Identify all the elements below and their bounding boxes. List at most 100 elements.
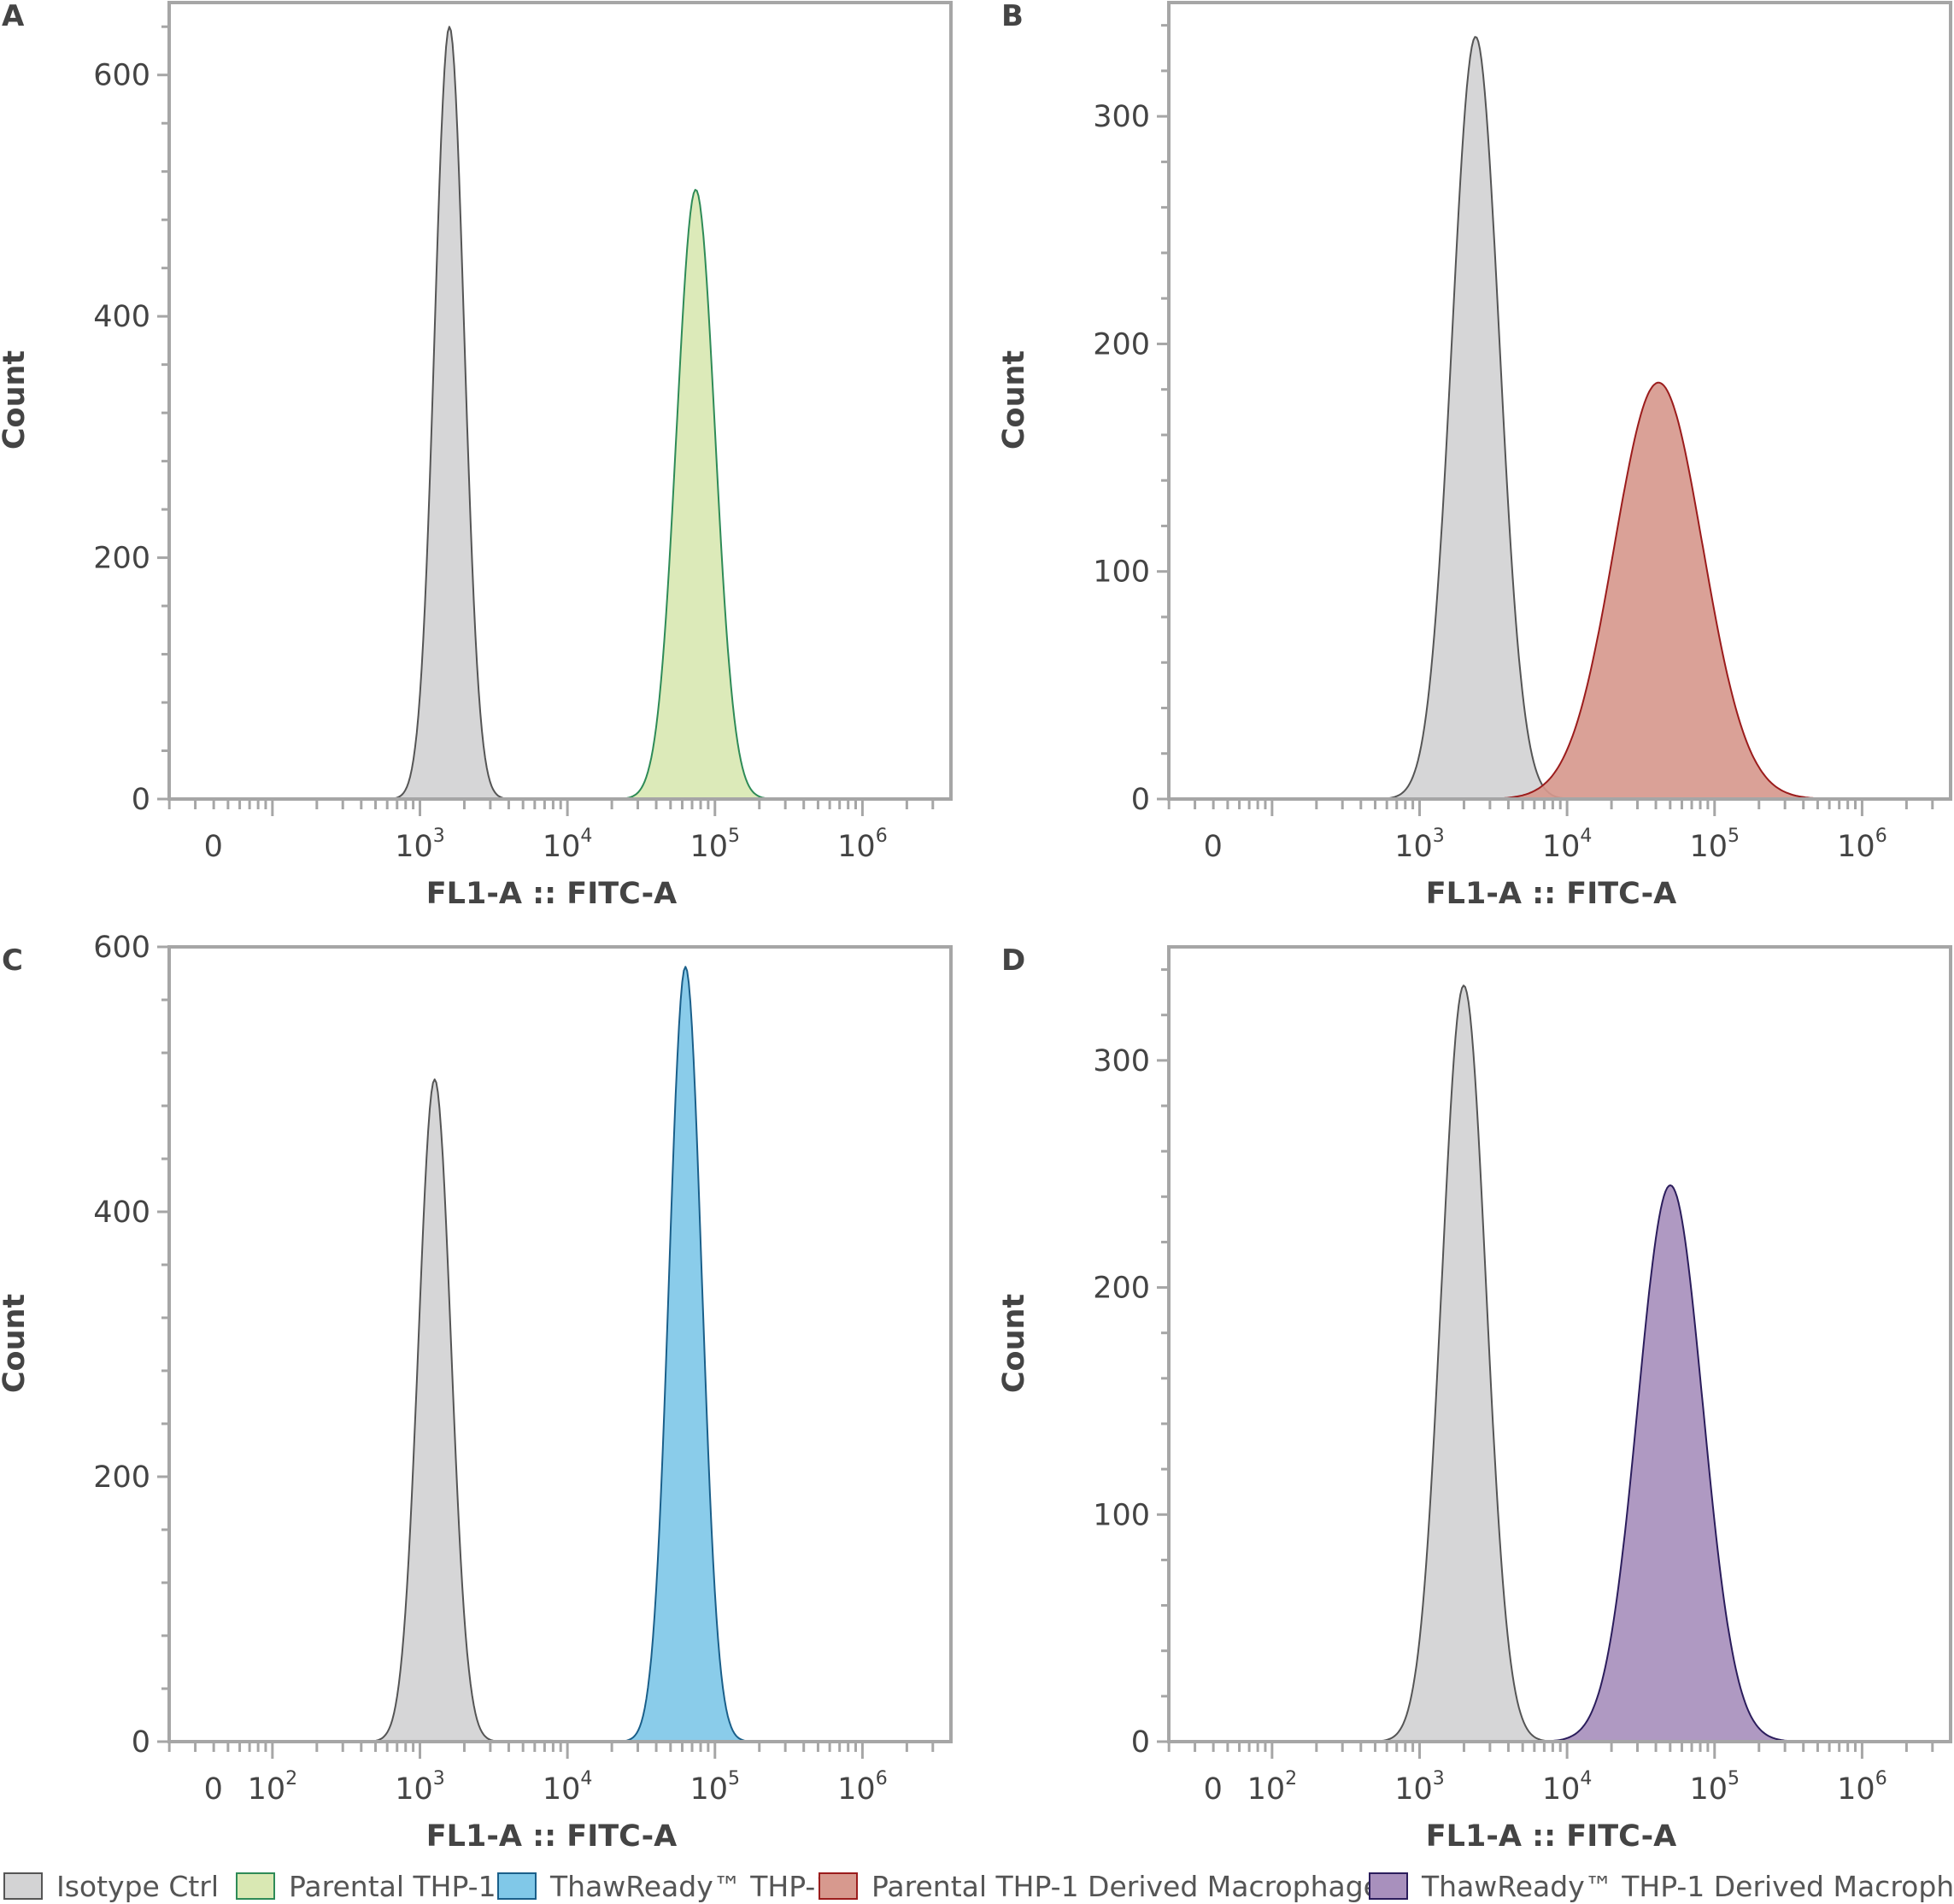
x-tick-base: 10 [1690,830,1728,864]
plot-frame [167,1,953,801]
x-tick-label: 103 [1394,1768,1445,1807]
legend-label: Parental THP-1 Derived Macrophage [871,1870,1381,1903]
x-tick-label: 106 [1837,826,1887,864]
x-tick-label: 104 [1542,1768,1593,1807]
y-tick-label: 100 [1093,555,1150,590]
x-tick-base: 10 [395,830,433,864]
histogram-isotype-ctrl [1168,984,1951,1742]
x-tick-label: 0 [204,1772,223,1807]
y-tick-label: 300 [1093,1044,1150,1078]
y-tick-label: 200 [1093,1272,1150,1306]
x-tick-exponent: 6 [876,826,888,847]
x-tick-label: 102 [1247,1768,1298,1807]
x-tick-label: 103 [1394,826,1445,864]
legend-item: ThawReady™ THP-1 [497,1870,833,1903]
x-tick-base: 10 [248,1772,286,1807]
y-tick-label: 0 [132,1725,150,1760]
x-tick-label: 102 [248,1768,298,1807]
histogram-thawready-thp-1 [168,966,952,1742]
x-tick-base: 10 [395,1772,433,1807]
x-tick-exponent: 6 [1875,1768,1887,1789]
x-tick-exponent: 3 [1433,826,1445,847]
x-axis-title: FL1-A :: FITC-A [426,1819,677,1854]
x-tick-label: 0 [1204,830,1223,864]
x-axis-title: FL1-A :: FITC-A [426,877,677,911]
legend: Isotype Ctrl Parental THP-1 ThawReady™ THP… [3,1870,1954,1903]
y-tick-label: 100 [1093,1498,1150,1532]
x-tick-exponent: 3 [433,1768,445,1789]
x-tick-exponent: 4 [1580,1768,1592,1789]
plot-frame [167,945,953,1743]
x-tick-label: 105 [690,826,741,864]
x-tick-base: 10 [1542,1772,1581,1807]
legend-swatch [819,1872,858,1900]
legend-label: ThawReady™ THP-1 [549,1870,833,1903]
x-tick-label: 105 [1690,826,1740,864]
legend-item: Parental THP-1 Derived Macrophage [819,1870,1381,1903]
x-tick-exponent: 4 [580,1768,592,1789]
y-tick-label: 0 [1131,783,1150,817]
legend-swatch [1369,1872,1408,1900]
y-axis-title: Count [0,350,32,450]
plot-frame [1167,945,1952,1743]
x-tick-exponent: 4 [580,826,592,847]
y-tick-label: 0 [132,783,150,817]
x-tick-base: 10 [1690,1772,1728,1807]
x-tick-label: 106 [837,826,888,864]
x-tick-exponent: 6 [876,1768,888,1789]
y-axis-title: Count [997,350,1031,450]
x-tick-label: 104 [543,826,593,864]
y-tick-label: 0 [1131,1725,1150,1760]
x-tick-label: 105 [690,1768,741,1807]
y-tick-label: 600 [93,59,150,93]
legend-item: Parental THP-1 [236,1870,496,1903]
legend-swatch [236,1872,275,1900]
legend-swatch [3,1872,43,1900]
x-tick-base: 10 [1837,830,1875,864]
x-tick-exponent: 4 [1580,826,1592,847]
x-tick-exponent: 6 [1875,826,1887,847]
histogram-parental-thp-1-derived-macrophage [1168,381,1951,800]
x-tick-base: 10 [690,830,729,864]
legend-swatch [497,1872,537,1900]
x-tick-base: 10 [1394,1772,1433,1807]
x-axis-title: FL1-A :: FITC-A [1426,1819,1676,1854]
x-tick-exponent: 5 [728,1768,740,1789]
x-tick-label: 105 [1690,1768,1740,1807]
x-tick-base: 10 [543,1772,581,1807]
x-tick-exponent: 5 [1728,1768,1740,1789]
y-tick-label: 200 [93,542,150,576]
y-tick-label: 400 [93,1196,150,1230]
x-tick-exponent: 5 [1728,826,1740,847]
panel-label: D [1001,943,1025,978]
legend-label: Isotype Ctrl [56,1870,219,1903]
x-tick-base: 10 [1837,1772,1875,1807]
y-tick-label: 200 [1093,327,1150,361]
x-tick-base: 10 [1247,1772,1286,1807]
y-tick-label: 400 [93,300,150,334]
x-tick-label: 0 [204,830,223,864]
x-tick-label: 104 [1542,826,1593,864]
x-tick-exponent: 3 [1433,1768,1445,1789]
panel-label: A [2,0,25,33]
x-tick-label: 106 [837,1768,888,1807]
legend-item: Isotype Ctrl [3,1870,219,1903]
x-tick-base: 10 [837,830,876,864]
x-tick-exponent: 3 [433,826,445,847]
histogram-isotype-ctrl [168,26,952,800]
x-tick-base: 10 [1542,830,1581,864]
x-tick-exponent: 2 [1285,1768,1297,1789]
histogram-thawready-thp-1-derived-macrophage [1168,1184,1951,1742]
y-tick-label: 600 [93,931,150,965]
y-axis-title: Count [0,1294,32,1393]
x-tick-exponent: 5 [728,826,740,847]
x-tick-label: 103 [395,1768,445,1807]
x-axis-title: FL1-A :: FITC-A [1426,877,1676,911]
x-tick-base: 10 [837,1772,876,1807]
